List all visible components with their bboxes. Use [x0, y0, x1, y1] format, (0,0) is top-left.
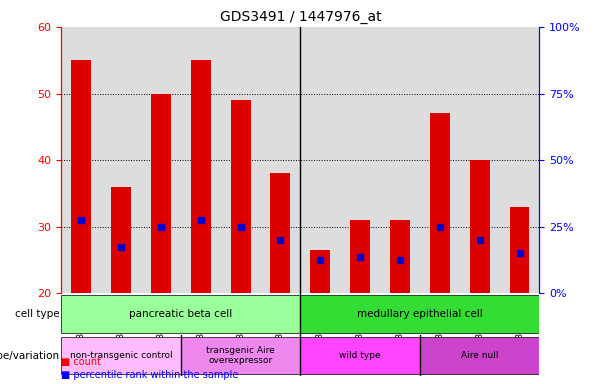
- Text: ■ count: ■ count: [61, 357, 101, 367]
- Bar: [470, 160, 490, 293]
- Text: ■ percentile rank within the sample: ■ percentile rank within the sample: [61, 370, 238, 380]
- Bar: [390, 220, 410, 293]
- Bar: [191, 60, 211, 293]
- Bar: [230, 100, 251, 293]
- Title: GDS3491 / 1447976_at: GDS3491 / 1447976_at: [219, 10, 381, 25]
- Bar: [350, 220, 370, 293]
- FancyBboxPatch shape: [300, 295, 539, 333]
- FancyBboxPatch shape: [61, 337, 181, 374]
- FancyBboxPatch shape: [300, 337, 420, 374]
- FancyBboxPatch shape: [61, 295, 300, 333]
- Bar: [430, 114, 450, 293]
- Text: non-transgenic control: non-transgenic control: [70, 351, 172, 360]
- Bar: [310, 250, 330, 293]
- FancyBboxPatch shape: [181, 337, 300, 374]
- Text: genotype/variation: genotype/variation: [0, 351, 59, 361]
- Bar: [111, 187, 131, 293]
- Bar: [509, 207, 530, 293]
- FancyBboxPatch shape: [420, 337, 539, 374]
- Text: wild type: wild type: [340, 351, 381, 360]
- Text: pancreatic beta cell: pancreatic beta cell: [129, 309, 232, 319]
- Bar: [71, 60, 91, 293]
- Bar: [270, 174, 291, 293]
- Bar: [151, 94, 171, 293]
- Text: Aire null: Aire null: [461, 351, 498, 360]
- Text: medullary epithelial cell: medullary epithelial cell: [357, 309, 483, 319]
- Text: cell type: cell type: [15, 309, 59, 319]
- Text: transgenic Aire
overexpressor: transgenic Aire overexpressor: [206, 346, 275, 365]
